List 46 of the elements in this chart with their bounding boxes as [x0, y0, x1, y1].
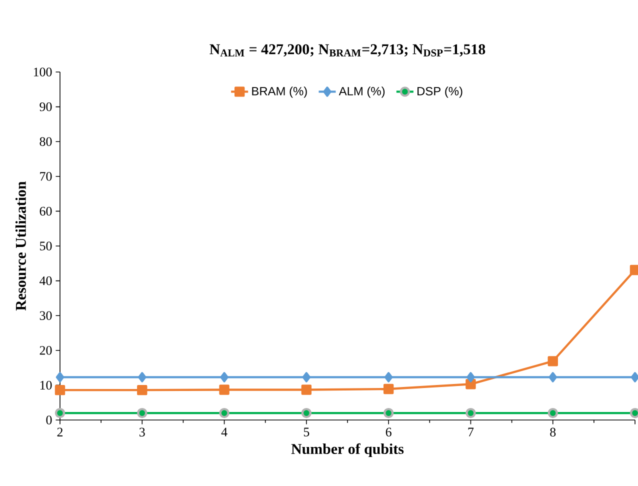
- legend-label: BRAM (%): [252, 86, 307, 98]
- point: [219, 384, 230, 395]
- legend-label: DSP (%): [418, 86, 462, 98]
- x-tick-label: 4: [221, 428, 228, 436]
- y-tick-label: 50: [40, 242, 52, 250]
- point: [548, 408, 558, 418]
- point: [137, 384, 148, 396]
- x-tick-label: 3: [140, 428, 145, 436]
- x-tick-label: 5: [304, 428, 310, 436]
- y-tick-label: 30: [40, 311, 52, 320]
- y-tick-label: 10: [40, 380, 52, 390]
- point: [219, 408, 230, 418]
- point: [466, 408, 476, 418]
- y-tick-label: 80: [40, 137, 52, 146]
- point: [548, 356, 558, 366]
- point: [54, 408, 66, 418]
- y-tick-label: 90: [40, 102, 52, 112]
- x-axis-title: Number of qubits: [291, 443, 404, 458]
- point: [383, 408, 394, 418]
- x-tick-label: 7: [468, 428, 474, 436]
- point: [466, 379, 476, 390]
- legend-label: ALM (%): [338, 86, 385, 98]
- point: [220, 372, 228, 382]
- point: [138, 372, 146, 382]
- x-tick-label: 6: [386, 428, 392, 436]
- y-tick-label: 70: [40, 172, 52, 181]
- point: [548, 372, 557, 382]
- point: [630, 372, 638, 382]
- y-tick-label: 100: [34, 68, 52, 76]
- point: [56, 372, 64, 382]
- point: [301, 384, 312, 395]
- point: [466, 372, 475, 382]
- point: [301, 408, 312, 418]
- point: [54, 384, 66, 396]
- x-tick-label: 2: [57, 428, 63, 436]
- chart-title: N$_{ALM}$ = 427,200; N$_{BRAM}$=2,713; N$_{DSP}$=1,518: [210, 44, 486, 56]
- y-tick-label: 60: [40, 206, 52, 216]
- y-axis-title: Resource Utilization: [15, 181, 26, 311]
- point: [384, 372, 393, 382]
- x-tick-label: 8: [550, 428, 556, 437]
- y-tick-label: 20: [40, 346, 52, 355]
- point: [137, 408, 148, 418]
- point: [383, 384, 394, 394]
- point: [302, 372, 311, 382]
- y-tick-label: 40: [40, 276, 52, 286]
- y-tick-label: 0: [46, 416, 52, 424]
